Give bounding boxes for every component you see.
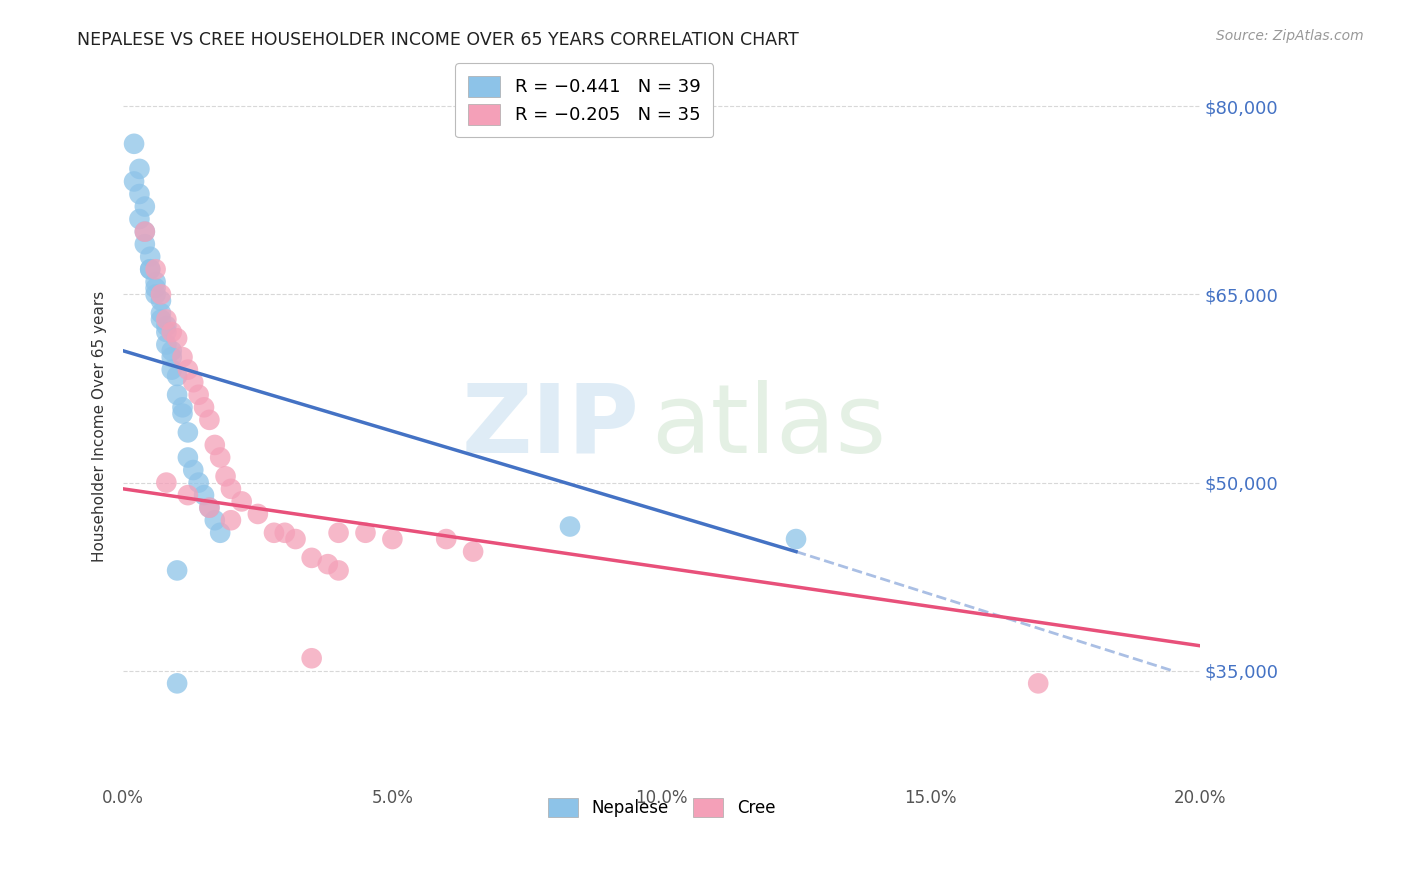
Text: ZIP: ZIP bbox=[463, 380, 640, 473]
Point bbox=[155, 312, 177, 326]
Point bbox=[160, 350, 183, 364]
Point bbox=[434, 532, 457, 546]
Point bbox=[122, 174, 145, 188]
Point bbox=[193, 488, 215, 502]
Point bbox=[219, 482, 242, 496]
Point bbox=[558, 519, 581, 533]
Point bbox=[160, 343, 183, 358]
Point bbox=[461, 544, 484, 558]
Point bbox=[145, 287, 167, 301]
Point bbox=[177, 488, 200, 502]
Text: atlas: atlas bbox=[651, 380, 886, 473]
Point bbox=[128, 186, 150, 201]
Point bbox=[209, 450, 232, 465]
Point bbox=[284, 532, 307, 546]
Point bbox=[134, 200, 156, 214]
Point bbox=[128, 161, 150, 176]
Point bbox=[166, 368, 188, 383]
Point bbox=[139, 262, 162, 277]
Point bbox=[172, 401, 194, 415]
Point bbox=[204, 513, 226, 527]
Point bbox=[172, 407, 194, 421]
Point bbox=[145, 262, 167, 277]
Point bbox=[177, 362, 200, 376]
Point bbox=[155, 475, 177, 490]
Point bbox=[181, 463, 204, 477]
Point bbox=[139, 250, 162, 264]
Point bbox=[354, 525, 377, 540]
Point bbox=[149, 293, 172, 308]
Point bbox=[139, 262, 162, 277]
Point bbox=[160, 325, 183, 339]
Point bbox=[149, 287, 172, 301]
Point bbox=[166, 563, 188, 577]
Point bbox=[328, 563, 350, 577]
Point bbox=[181, 375, 204, 389]
Point bbox=[263, 525, 285, 540]
Point bbox=[177, 425, 200, 440]
Point bbox=[187, 475, 209, 490]
Point bbox=[381, 532, 404, 546]
Point bbox=[122, 136, 145, 151]
Point bbox=[134, 225, 156, 239]
Point bbox=[172, 350, 194, 364]
Point bbox=[231, 494, 253, 508]
Point bbox=[160, 362, 183, 376]
Point bbox=[149, 312, 172, 326]
Point bbox=[316, 557, 339, 571]
Point bbox=[198, 500, 221, 515]
Point bbox=[198, 413, 221, 427]
Point bbox=[145, 275, 167, 289]
Point bbox=[166, 388, 188, 402]
Point bbox=[193, 401, 215, 415]
Point bbox=[198, 500, 221, 515]
Point bbox=[134, 225, 156, 239]
Point bbox=[166, 331, 188, 345]
Point bbox=[145, 281, 167, 295]
Point bbox=[274, 525, 297, 540]
Text: NEPALESE VS CREE HOUSEHOLDER INCOME OVER 65 YEARS CORRELATION CHART: NEPALESE VS CREE HOUSEHOLDER INCOME OVER… bbox=[77, 31, 799, 49]
Point bbox=[134, 237, 156, 252]
Point bbox=[177, 450, 200, 465]
Point bbox=[187, 388, 209, 402]
Point bbox=[128, 212, 150, 227]
Point bbox=[214, 469, 236, 483]
Point bbox=[246, 507, 269, 521]
Point bbox=[149, 306, 172, 320]
Point bbox=[155, 325, 177, 339]
Point bbox=[155, 337, 177, 351]
Point bbox=[301, 651, 323, 665]
Point bbox=[301, 550, 323, 565]
Legend: Nepalese, Cree: Nepalese, Cree bbox=[540, 789, 783, 825]
Text: Source: ZipAtlas.com: Source: ZipAtlas.com bbox=[1216, 29, 1364, 43]
Point bbox=[219, 513, 242, 527]
Y-axis label: Householder Income Over 65 years: Householder Income Over 65 years bbox=[93, 291, 107, 562]
Point bbox=[209, 525, 232, 540]
Point bbox=[785, 532, 807, 546]
Point bbox=[166, 676, 188, 690]
Point bbox=[204, 438, 226, 452]
Point bbox=[1026, 676, 1049, 690]
Point bbox=[328, 525, 350, 540]
Point bbox=[155, 318, 177, 333]
